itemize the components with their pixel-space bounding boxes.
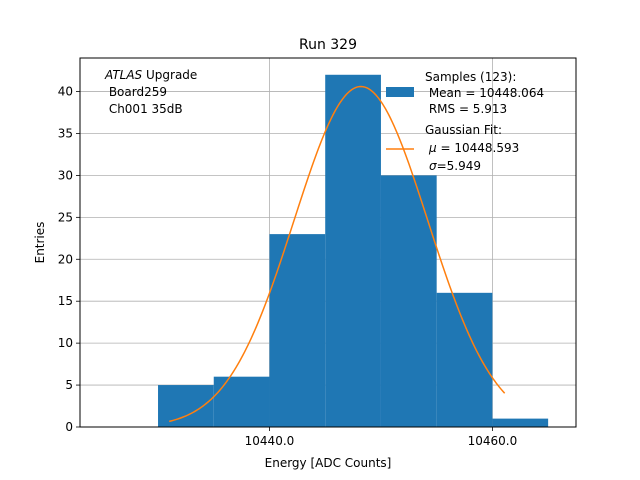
y-tick-label: 5	[65, 378, 73, 392]
annotation-channel: Ch001 35dB	[105, 102, 183, 116]
legend: Samples (123): Mean = 10448.064 RMS = 5.…	[386, 70, 544, 173]
x-axis-ticks: 10440.0 10460.0	[245, 427, 518, 448]
y-tick-label: 25	[58, 210, 73, 224]
histogram-bar	[213, 376, 270, 427]
histogram-bar	[436, 292, 493, 427]
histogram-bar	[492, 418, 549, 427]
legend-sigma-value: =5.949	[437, 159, 481, 173]
legend-mu-value: = 10448.593	[437, 141, 520, 155]
y-tick-label: 10	[58, 336, 73, 350]
gaussian-fit	[168, 85, 506, 423]
legend-samples-swatch	[386, 87, 414, 97]
y-tick-label: 40	[58, 85, 73, 99]
legend-samples-mean: Mean = 10448.064	[425, 86, 544, 100]
y-tick-label: 0	[65, 420, 73, 434]
legend-mu-symbol: μ	[428, 141, 437, 155]
y-tick-label: 15	[58, 294, 73, 308]
annotation-board: Board259	[105, 85, 167, 99]
atlas-annotation: ATLAS Upgrade Board259 Ch001 35dB	[104, 68, 197, 116]
x-axis-label: Energy [ADC Counts]	[265, 456, 392, 470]
legend-fit-title: Gaussian Fit:	[425, 123, 502, 137]
legend-fit-mu: μ = 10448.593	[428, 141, 519, 155]
legend-fit-sigma: σ=5.949	[429, 159, 481, 173]
annotation-upgrade: Upgrade	[142, 68, 197, 82]
chart-title: Run 329	[299, 37, 357, 53]
histogram-bar	[158, 385, 214, 427]
legend-samples-rms: RMS = 5.913	[425, 102, 507, 116]
histogram-bar	[269, 234, 326, 427]
fit-curve	[168, 85, 506, 423]
histogram-bars	[158, 74, 549, 427]
annotation-atlas: ATLAS	[104, 68, 143, 82]
histogram-bar	[380, 175, 437, 427]
legend-sigma-symbol: σ	[429, 159, 437, 173]
x-tick-label: 10440.0	[245, 434, 295, 448]
axes-frame	[79, 57, 577, 428]
y-axis-ticks: 0 5 10 15 20 25 30 35 40	[58, 85, 80, 434]
y-axis-label: Entries	[33, 222, 47, 264]
y-tick-label: 30	[58, 168, 73, 182]
histogram-bar	[325, 74, 381, 427]
y-tick-label: 35	[58, 126, 73, 140]
legend-samples-title: Samples (123):	[425, 70, 516, 84]
y-tick-label: 20	[58, 252, 73, 266]
annotation-line-1: ATLAS Upgrade	[104, 68, 197, 82]
x-tick-label: 10460.0	[468, 434, 518, 448]
